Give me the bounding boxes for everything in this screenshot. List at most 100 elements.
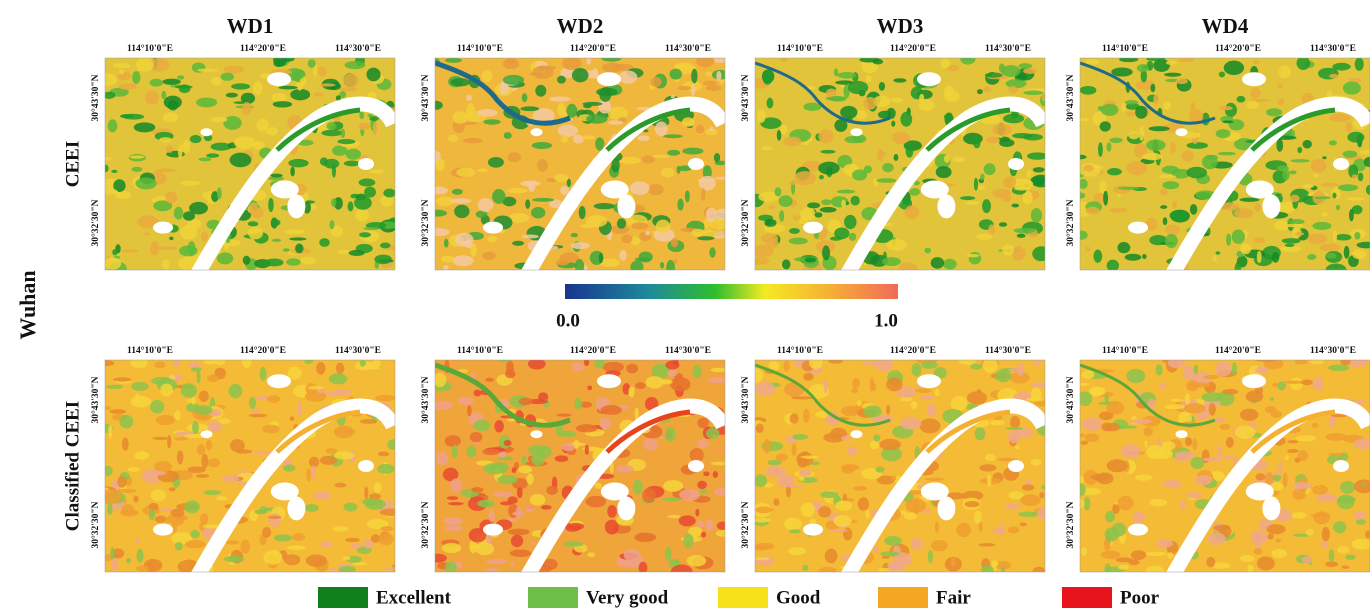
land-patch — [1284, 223, 1304, 228]
lake — [600, 180, 629, 199]
land-patch — [1022, 190, 1033, 205]
land-patch — [1085, 206, 1100, 215]
land-patch — [1207, 154, 1219, 161]
longitude-label: 114°10'0"E — [777, 345, 823, 356]
land-patch — [1277, 98, 1285, 106]
land-patch — [665, 426, 676, 442]
land-patch — [161, 90, 167, 100]
land-patch — [319, 157, 328, 166]
land-patch — [570, 242, 591, 250]
land-patch — [781, 259, 791, 270]
land-patch — [1083, 164, 1094, 172]
land-patch — [1008, 491, 1025, 500]
land-patch — [698, 175, 716, 191]
lake — [617, 496, 636, 521]
land-patch — [443, 516, 463, 526]
land-patch — [819, 174, 824, 180]
latitude-label: 30°43'30"N — [1065, 74, 1076, 121]
land-patch — [958, 360, 976, 365]
land-patch — [1014, 444, 1020, 450]
land-patch — [973, 177, 979, 191]
river-island — [275, 107, 361, 152]
land-patch — [1284, 455, 1289, 461]
land-patch — [137, 215, 159, 229]
land-patch — [587, 385, 593, 391]
land-patch — [184, 539, 206, 549]
land-patch — [454, 204, 470, 219]
land-patch — [331, 164, 336, 178]
land-patch — [802, 564, 809, 571]
land-patch — [477, 168, 489, 173]
land-patch — [1289, 170, 1297, 175]
land-patch — [1041, 93, 1045, 102]
land-patch — [677, 198, 684, 211]
land-patch — [760, 117, 782, 129]
land-patch — [321, 129, 343, 137]
land-patch — [653, 228, 675, 242]
land-patch — [304, 360, 313, 364]
land-patch — [582, 135, 596, 140]
latitude-label: 30°43'30"N — [90, 74, 101, 121]
lake — [1008, 158, 1024, 170]
land-patch — [435, 100, 443, 110]
row-label: Classified CEEI — [62, 401, 83, 531]
land-patch — [1106, 401, 1125, 415]
land-patch — [1146, 58, 1166, 62]
land-patch — [307, 59, 316, 68]
land-patch — [1334, 233, 1352, 241]
land-patch — [1325, 263, 1347, 270]
land-patch — [1267, 533, 1274, 540]
land-patch — [1018, 511, 1040, 517]
land-patch — [339, 87, 358, 92]
land-patch — [121, 437, 129, 451]
land-patch — [944, 90, 960, 102]
latitude-label: 30°32'30"N — [90, 199, 101, 246]
tributary — [1080, 363, 1216, 427]
land-patch — [800, 455, 819, 459]
land-patch — [881, 257, 901, 267]
land-patch — [789, 180, 797, 185]
land-patch — [822, 245, 831, 261]
land-patch — [1003, 176, 1017, 189]
land-patch — [1217, 151, 1236, 156]
land-patch — [1208, 402, 1216, 416]
longitude-label: 114°20'0"E — [570, 345, 616, 356]
land-patch — [435, 228, 450, 237]
latitude-label: 30°32'30"N — [420, 501, 431, 548]
land-patch — [780, 58, 788, 63]
land-patch — [271, 238, 282, 242]
land-patch — [188, 362, 201, 369]
land-patch — [865, 75, 872, 83]
land-patch — [571, 362, 585, 372]
land-patch — [131, 166, 143, 172]
land-patch — [1356, 241, 1370, 249]
land-patch — [933, 367, 947, 379]
land-patch — [121, 504, 135, 515]
land-patch — [909, 188, 921, 196]
land-patch — [296, 402, 302, 417]
land-patch — [1082, 487, 1101, 496]
land-patch — [873, 177, 878, 187]
land-patch — [286, 258, 301, 266]
land-patch — [609, 461, 614, 475]
land-patch — [154, 361, 166, 369]
land-patch — [1256, 556, 1275, 571]
latitude-label: 30°32'30"N — [740, 199, 751, 246]
land-patch — [574, 397, 583, 410]
land-patch — [792, 215, 801, 221]
land-patch — [1011, 178, 1034, 190]
land-patch — [998, 222, 1008, 227]
land-patch — [654, 121, 668, 137]
land-patch — [105, 164, 109, 173]
land-patch — [899, 417, 922, 430]
land-patch — [598, 252, 604, 264]
land-patch — [1297, 146, 1303, 154]
land-patch — [844, 214, 857, 230]
land-patch — [607, 505, 617, 518]
land-patch — [756, 109, 766, 123]
land-patch — [980, 565, 994, 572]
land-patch — [710, 367, 725, 373]
land-patch — [943, 113, 952, 120]
land-patch — [1307, 233, 1328, 245]
land-patch — [573, 440, 580, 449]
